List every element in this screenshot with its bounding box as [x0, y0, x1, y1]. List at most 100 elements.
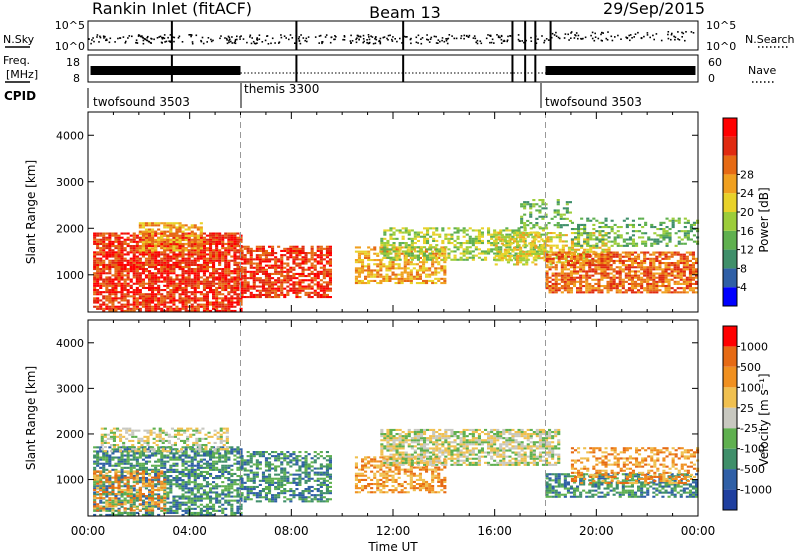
power-cell: [108, 242, 112, 245]
power-cell: [102, 255, 106, 258]
power-cell: [549, 238, 553, 241]
power-cell: [538, 215, 542, 218]
power-cell: [280, 249, 284, 252]
power-cell: [419, 235, 423, 238]
power-cell: [582, 266, 586, 269]
power-cell: [500, 236, 504, 239]
noise-point: [429, 38, 432, 40]
power-cell: [600, 272, 604, 275]
power-cell: [175, 291, 179, 294]
power-cell: [677, 240, 681, 243]
power-cell: [659, 236, 663, 239]
power-cell: [380, 248, 384, 251]
noise-point: [682, 32, 685, 35]
power-cell: [555, 246, 559, 249]
power-cell: [218, 301, 222, 304]
power-cell: [383, 237, 387, 240]
power-cell: [658, 251, 662, 254]
power-cell: [415, 282, 419, 285]
noise-point: [236, 35, 238, 38]
power-cell: [438, 252, 442, 255]
power-cell: [692, 228, 696, 231]
power-cell: [160, 280, 164, 283]
power-cell: [313, 277, 317, 280]
power-cell: [522, 255, 526, 258]
power-cell: [494, 259, 498, 262]
power-cell: [670, 253, 674, 256]
noise-point: [430, 36, 433, 39]
power-cell: [144, 270, 148, 273]
power-cell: [249, 287, 253, 290]
power-cell: [120, 305, 124, 308]
power-cell: [181, 226, 185, 229]
power-cell: [494, 263, 498, 266]
power-cell: [230, 255, 234, 258]
power-cell: [154, 230, 158, 233]
power-cell: [301, 247, 305, 250]
power-cell: [407, 246, 411, 249]
power-cell: [612, 262, 616, 265]
power-cell: [558, 232, 562, 235]
power-cell: [258, 260, 262, 263]
power-cell: [277, 260, 281, 263]
power-cell: [328, 264, 332, 267]
power-cell: [301, 281, 305, 284]
power-cell: [505, 242, 509, 245]
power-cell: [114, 234, 118, 237]
power-cell: [261, 245, 265, 248]
power-cell: [120, 291, 124, 294]
power-cell: [389, 229, 393, 232]
power-cell: [196, 297, 200, 300]
power-cell: [93, 261, 97, 264]
power-cell: [655, 266, 659, 269]
power-cell: [148, 224, 152, 227]
power-cell: [688, 274, 692, 277]
power-cell: [227, 236, 231, 239]
power-cell: [432, 246, 436, 249]
power-cell: [138, 289, 142, 292]
power-cell: [138, 272, 142, 275]
power-cell: [621, 287, 625, 290]
power-cell: [154, 239, 158, 242]
power-cell: [224, 242, 228, 245]
power-cell: [123, 289, 127, 292]
power-cell: [569, 278, 573, 281]
power-cell: [151, 295, 155, 298]
power-cell: [493, 244, 497, 247]
power-cell: [264, 291, 268, 294]
power-cell: [292, 291, 296, 294]
power-cell: [646, 276, 650, 279]
power-cell: [132, 274, 136, 277]
power-cell: [361, 252, 365, 255]
power-cell: [227, 307, 231, 310]
power-cell: [129, 286, 133, 289]
power-cell: [163, 261, 167, 264]
power-cell: [594, 268, 598, 271]
power-cell: [653, 240, 657, 243]
power-cell: [102, 291, 106, 294]
power-cell: [292, 258, 296, 261]
power-cell: [221, 303, 225, 306]
power-cell: [612, 282, 616, 285]
power-cell: [199, 253, 203, 256]
power-cell: [683, 217, 687, 220]
power-cell: [531, 242, 535, 245]
power-cell: [416, 256, 420, 259]
power-cell: [630, 259, 634, 262]
power-cell: [540, 252, 544, 255]
noise-point: [606, 39, 609, 41]
power-cell: [576, 259, 580, 262]
power-cell: [691, 291, 695, 294]
power-cell: [236, 286, 240, 289]
power-cell: [196, 274, 200, 277]
power-cell: [434, 277, 438, 280]
power-cell: [108, 291, 112, 294]
power-cell: [181, 259, 185, 262]
power-cell: [499, 233, 503, 236]
power-cell: [205, 301, 209, 304]
power-cell: [691, 268, 695, 271]
power-cell: [630, 257, 634, 260]
power-cell: [96, 245, 100, 248]
power-cell: [328, 252, 332, 255]
power-cell: [634, 272, 638, 275]
